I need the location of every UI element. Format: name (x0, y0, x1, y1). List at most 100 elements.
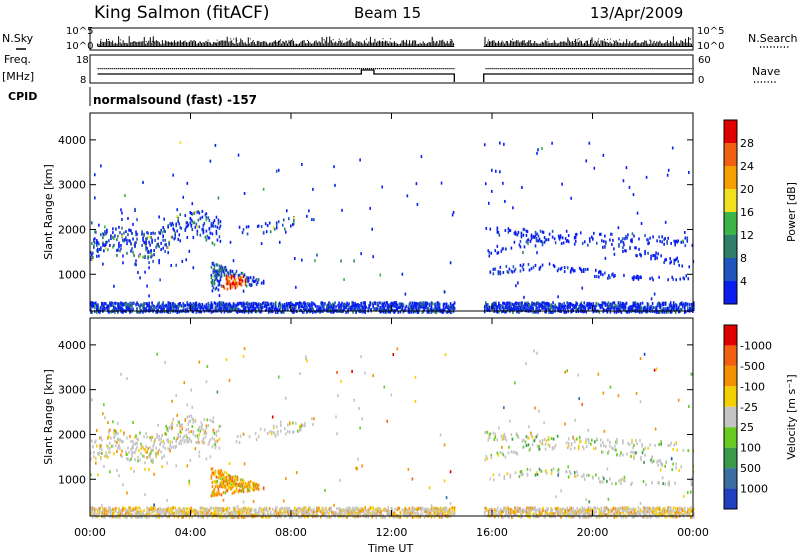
range-gate-cell (376, 307, 378, 310)
range-gate-cell (626, 302, 628, 305)
range-gate-cell (499, 142, 501, 145)
nave-dot (688, 68, 689, 69)
nave-dot (381, 68, 382, 69)
range-gate-cell (272, 508, 274, 511)
range-gate-cell (118, 226, 120, 229)
range-gate-cell (654, 293, 656, 296)
range-gate-cell (112, 508, 114, 511)
range-gate-cell (108, 239, 110, 242)
nave-dot (309, 68, 310, 69)
nave-dot (363, 68, 364, 69)
range-gate-cell (667, 174, 669, 177)
range-gate-cell (161, 231, 163, 234)
range-gate-cell (287, 308, 289, 311)
nave-dot (254, 68, 255, 69)
range-gate-cell (139, 255, 141, 258)
nave-dot (626, 68, 627, 69)
nsearch-dot (214, 43, 215, 44)
range-gate-cell (488, 254, 490, 257)
range-gate-cell (261, 282, 263, 285)
nave-dot (100, 68, 101, 69)
range-gate-cell (520, 270, 522, 273)
range-gate-cell (415, 512, 417, 515)
range-gate-cell (123, 232, 125, 235)
range-gate-cell (212, 306, 214, 309)
nave-dot (102, 68, 103, 69)
nsearch-dot (690, 38, 691, 39)
nave-dot (136, 68, 137, 69)
range-gate-cell (679, 278, 681, 281)
nave-dot (678, 68, 679, 69)
range-gate-cell (129, 509, 131, 512)
nave-dot (588, 68, 589, 69)
range-gate-cell (604, 272, 606, 275)
nsearch-dot (604, 39, 605, 40)
range-gate-cell (322, 302, 324, 305)
range-gate-cell (581, 287, 583, 290)
range-gate-cell (609, 276, 611, 279)
nave-dot (264, 68, 265, 69)
range-gate-cell (117, 249, 119, 252)
nave-dot (341, 68, 342, 69)
range-gate-cell (656, 307, 658, 310)
range-gate-cell (113, 237, 115, 240)
nave-dot (218, 68, 219, 69)
range-gate-cell (637, 212, 639, 215)
range-gate-cell (93, 244, 95, 247)
range-gate-cell (549, 233, 551, 236)
range-gate-cell (565, 237, 567, 240)
range-gate-cell (172, 506, 174, 509)
nsearch-dot (453, 44, 454, 45)
nsearch-dot (101, 39, 102, 40)
range-gate-cell (523, 234, 525, 237)
nave-dot (692, 68, 693, 69)
range-gate-cell (267, 509, 269, 512)
range-gate-cell (439, 303, 441, 306)
range-gate-cell (528, 238, 530, 241)
range-gate-cell (271, 302, 273, 305)
range-gate-cell (552, 230, 554, 233)
range-gate-cell (174, 231, 176, 234)
range-gate-cell (215, 512, 217, 515)
nsearch-dot (274, 42, 275, 43)
range-gate-cell (656, 257, 658, 260)
range-gate-cell (495, 268, 497, 271)
nsearch-dot (366, 39, 367, 40)
nave-dot (158, 68, 159, 69)
range-gate-cell (127, 217, 129, 220)
range-gate-cell (377, 304, 379, 307)
nave-dot (116, 68, 117, 69)
range-gate-cell (491, 190, 493, 193)
range-gate-cell (96, 255, 98, 258)
range-gate-cell (612, 239, 614, 242)
nave-dot (510, 68, 511, 69)
range-gate-cell (587, 244, 589, 247)
range-gate-cell (371, 228, 373, 231)
range-gate-cell (485, 227, 487, 230)
range-gate-cell (672, 278, 674, 281)
range-gate-cell (242, 231, 244, 234)
range-gate-cell (500, 304, 502, 307)
nave-dot (556, 68, 557, 69)
range-gate-cell (214, 219, 216, 222)
range-gate-cell (282, 224, 284, 227)
range-gate-cell (146, 247, 148, 250)
nave-dot (552, 68, 553, 69)
range-gate-cell (208, 306, 210, 309)
nave-dot (435, 68, 436, 69)
range-gate-cell (214, 268, 216, 271)
range-gate-cell (584, 240, 586, 243)
range-gate-cell (261, 225, 263, 228)
range-gate-cell (585, 159, 587, 162)
nave-dot (421, 68, 422, 69)
range-gate-cell (629, 246, 631, 249)
range-gate-cell (484, 143, 486, 146)
range-gate-cell (148, 294, 150, 297)
range-gate-cell (542, 264, 544, 267)
nave-dot (532, 68, 533, 69)
range-gate-cell (412, 301, 414, 304)
range-gate-cell (633, 193, 635, 196)
range-gate-cell (598, 275, 600, 278)
range-gate-cell (219, 294, 221, 297)
range-gate-cell (100, 164, 102, 167)
